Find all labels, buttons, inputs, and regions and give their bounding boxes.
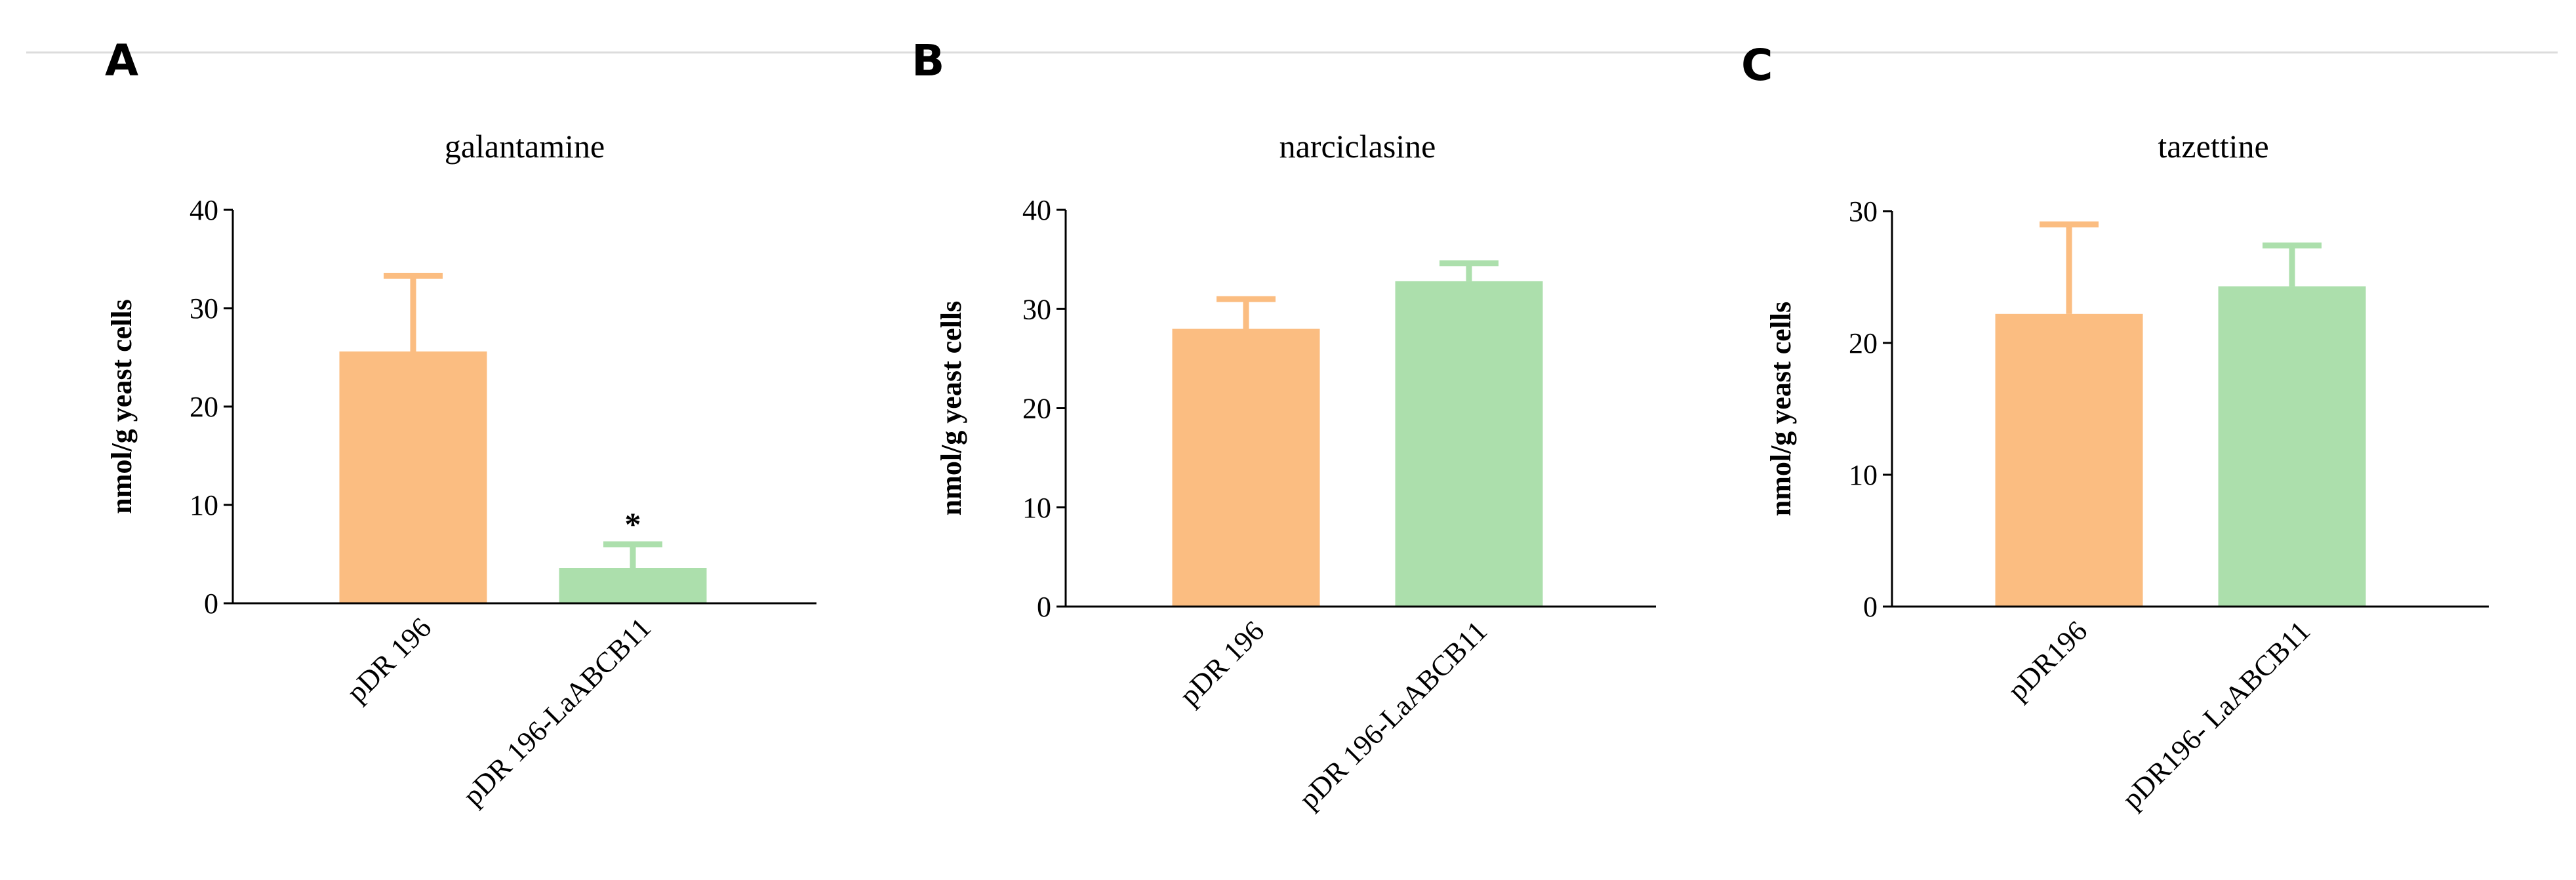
bar (1395, 281, 1543, 607)
y-tick-label: 30 (1022, 293, 1051, 325)
y-tick-label: 0 (204, 588, 218, 620)
chart-title: tazettine (2158, 128, 2268, 165)
bar (1172, 329, 1320, 607)
panel-letter: B (912, 35, 944, 86)
bar (2218, 286, 2366, 607)
bar (339, 351, 487, 603)
y-axis-label: nmol/g yeast cells (106, 299, 138, 514)
bar (559, 568, 707, 603)
y-axis-label: nmol/g yeast cells (1765, 302, 1797, 517)
y-tick-label: 10 (1849, 459, 1878, 491)
panel-letter: A (105, 35, 138, 86)
panel-letter: C (1741, 40, 1773, 90)
chart-title: galantamine (445, 128, 605, 165)
y-tick-label: 20 (1849, 327, 1878, 359)
category-label: pDR 196-LaABCB11 (1293, 614, 1493, 815)
y-tick-label: 10 (190, 489, 218, 521)
y-tick-label: 0 (1037, 591, 1051, 623)
y-tick-label: 20 (1022, 393, 1051, 425)
y-tick-label: 20 (190, 391, 218, 423)
category-label: pDR196- LaABCB11 (2116, 614, 2316, 815)
y-tick-label: 0 (1863, 591, 1878, 623)
category-label: pDR 196 (340, 611, 437, 708)
y-tick-label: 40 (190, 194, 218, 226)
y-tick-label: 30 (190, 292, 218, 325)
bar (1995, 313, 2143, 607)
significance-marker: * (625, 506, 641, 542)
category-label: pDR 196-LaABCB11 (456, 611, 657, 812)
y-tick-label: 40 (1022, 194, 1051, 226)
y-tick-label: 10 (1022, 492, 1051, 524)
category-label: pDR 196 (1173, 614, 1270, 711)
chart-title: narciclasine (1279, 128, 1436, 165)
y-axis-label: nmol/g yeast cells (935, 301, 967, 516)
category-label: pDR196 (2002, 614, 2093, 706)
y-tick-label: 30 (1849, 195, 1878, 228)
